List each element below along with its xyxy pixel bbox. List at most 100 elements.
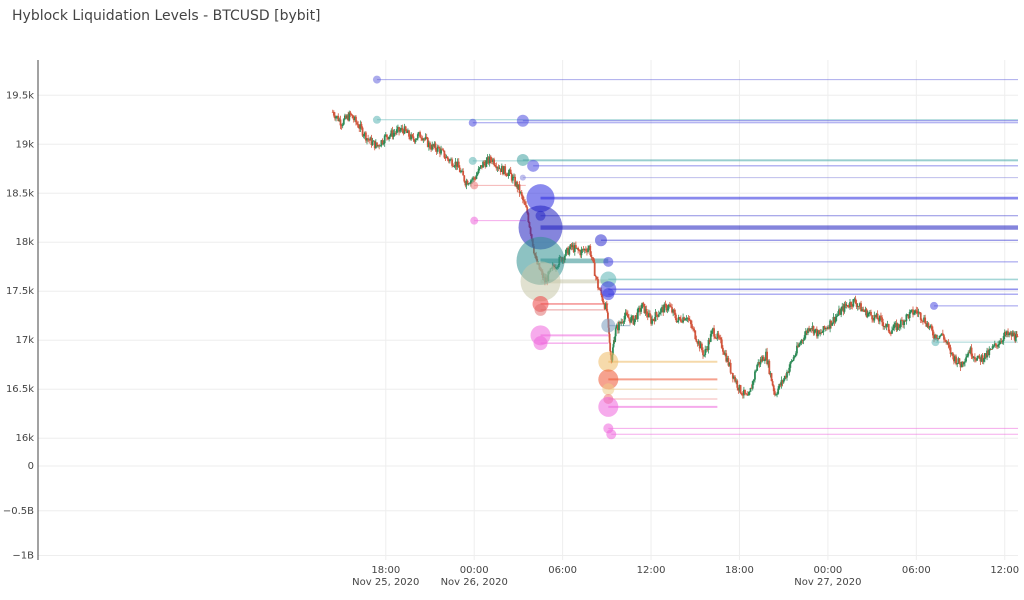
candle-body <box>901 320 903 321</box>
candle-body <box>845 305 848 306</box>
liquidation-bubble[interactable] <box>534 303 547 316</box>
candle-body <box>518 184 521 194</box>
candle-body <box>790 361 793 363</box>
candle-body <box>597 279 599 289</box>
liquidation-bubble[interactable] <box>520 261 561 302</box>
liquidation-bubble[interactable] <box>527 159 540 172</box>
liquidation-bubble[interactable] <box>516 153 529 166</box>
candle-body <box>340 125 343 127</box>
candle-body <box>742 389 745 395</box>
candle-body <box>390 130 393 135</box>
candle-body <box>646 314 649 318</box>
candle-body <box>620 321 623 324</box>
candle-body <box>908 311 911 318</box>
candle-body <box>437 146 440 149</box>
liquidation-bubble[interactable] <box>602 383 615 396</box>
candle-body <box>876 313 879 320</box>
liquidation-bubble[interactable] <box>518 205 563 250</box>
candle-body <box>954 356 956 362</box>
candle-body <box>945 340 948 343</box>
liquidation-bubble[interactable] <box>598 351 619 372</box>
candle-body <box>447 159 450 162</box>
candle-body <box>765 351 767 361</box>
candle-body <box>657 314 660 317</box>
candle-body <box>716 333 719 339</box>
candle-body <box>336 115 339 117</box>
candle-body <box>718 337 721 339</box>
candle-body <box>981 355 984 362</box>
liquidation-bubble[interactable] <box>931 338 940 347</box>
candle-body <box>728 362 731 366</box>
candle-body <box>692 328 694 330</box>
candle-body <box>405 130 408 133</box>
liquidation-bubble[interactable] <box>516 114 529 127</box>
candle-body <box>899 320 902 327</box>
liquidation-bubble[interactable] <box>470 216 479 225</box>
liquidation-bubble[interactable] <box>594 234 607 247</box>
candle-body <box>652 318 655 320</box>
liquidation-bubble[interactable] <box>598 369 619 390</box>
candle-body <box>520 192 523 196</box>
candle-body <box>581 249 584 250</box>
candle-body <box>856 306 859 307</box>
candle-body <box>571 245 574 248</box>
liquidation-bubble[interactable] <box>930 301 938 310</box>
liquidation-bubble[interactable] <box>526 184 555 213</box>
liquidation-bubble[interactable] <box>601 318 616 333</box>
candle-body <box>636 309 639 320</box>
x-tick-label: 12:00 <box>990 565 1019 576</box>
candle-body <box>479 165 482 168</box>
candle-body <box>737 387 740 391</box>
candle-body <box>828 327 830 329</box>
liquidation-bubble[interactable] <box>603 256 614 267</box>
candle-body <box>360 124 363 128</box>
candle-body <box>425 136 428 138</box>
candle-body <box>891 330 893 334</box>
candle-body <box>625 312 628 315</box>
candle-body <box>675 318 678 323</box>
liquidation-bubble[interactable] <box>468 118 477 127</box>
liquidation-bubble[interactable] <box>372 75 381 84</box>
liquidation-bubble[interactable] <box>598 396 619 417</box>
candle-body <box>334 115 336 119</box>
candle-body <box>847 306 850 308</box>
liquidation-bubble[interactable] <box>470 181 479 190</box>
candle-body <box>826 327 829 329</box>
candle-body <box>1004 331 1007 335</box>
x-tick-label: 18:00 <box>371 565 400 576</box>
candle-body <box>715 338 718 339</box>
liquidation-bubble[interactable] <box>468 156 477 165</box>
candle-body <box>426 137 429 147</box>
liquidation-bubble[interactable] <box>533 336 548 351</box>
candle-body <box>866 313 869 317</box>
y-tick-labels: 19.5k 19k 18.5k 18k 17.5k 17k 16.5k 16k 0 −0.5B −1… <box>3 90 34 561</box>
candle-body <box>922 320 924 322</box>
liquidation-bubble[interactable] <box>519 174 526 181</box>
candle-body <box>843 303 846 312</box>
candle-body <box>573 245 576 252</box>
candle-body <box>706 348 709 351</box>
liquidation-bubble[interactable] <box>372 115 381 124</box>
candle-body <box>910 309 913 311</box>
candle-body <box>409 136 412 140</box>
candle-body <box>803 335 806 340</box>
x-tick-date: Nov 26, 2020 <box>441 577 508 588</box>
y-tick-label: 19.5k <box>6 90 34 101</box>
candle-body <box>429 142 431 149</box>
liquidation-bubble[interactable] <box>602 288 615 301</box>
candle-body <box>592 258 595 263</box>
candle-body <box>341 124 344 127</box>
candle-body <box>801 339 804 341</box>
liquidation-bubble[interactable] <box>606 429 617 440</box>
candle-body <box>941 333 944 336</box>
candle-body <box>565 249 567 256</box>
candle-body <box>404 126 407 131</box>
candle-body <box>720 339 723 348</box>
candle-body <box>779 384 782 386</box>
candle-body <box>714 336 717 339</box>
candle-body <box>568 248 571 255</box>
candle-body <box>332 112 335 116</box>
candle-body <box>709 334 712 342</box>
y-tick-label: 18k <box>15 237 34 248</box>
